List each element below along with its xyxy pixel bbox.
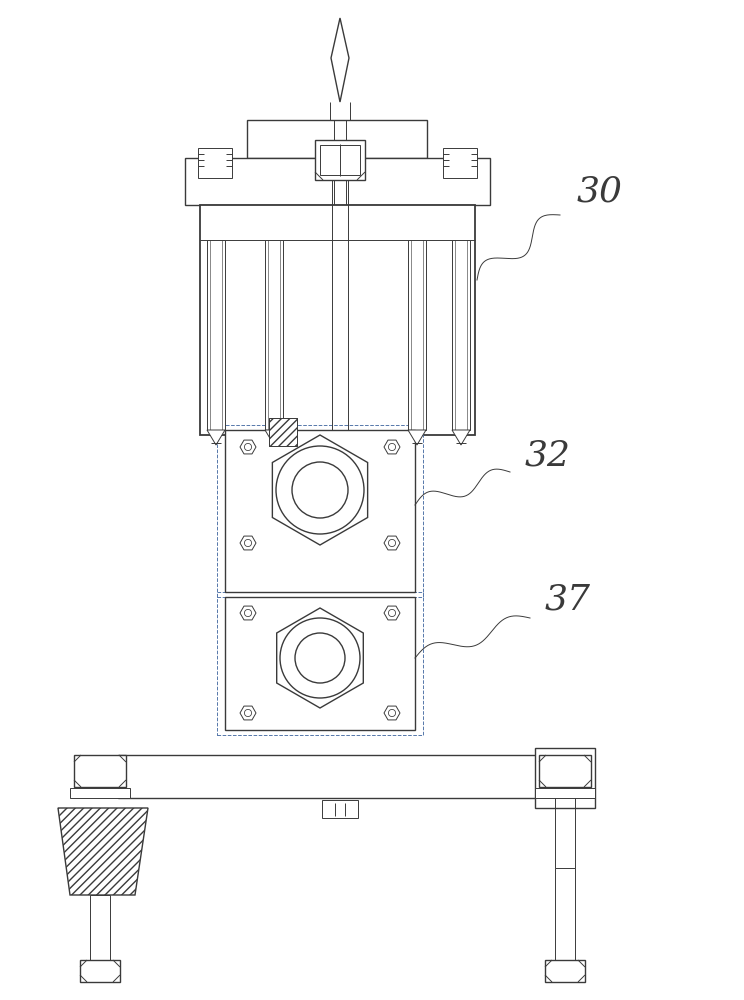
Bar [315, 140, 365, 180]
Circle shape [276, 446, 364, 534]
Bar [74, 755, 126, 787]
Polygon shape [265, 430, 283, 445]
Bar [535, 788, 595, 798]
Polygon shape [240, 706, 256, 720]
Bar [247, 120, 427, 158]
Polygon shape [384, 536, 400, 550]
Text: 32: 32 [525, 438, 571, 472]
Bar [225, 430, 415, 592]
Bar [225, 597, 415, 730]
Polygon shape [240, 536, 256, 550]
Polygon shape [384, 606, 400, 620]
Text: 30: 30 [577, 175, 623, 209]
Polygon shape [331, 18, 349, 102]
Bar [70, 788, 130, 798]
Circle shape [388, 709, 396, 717]
Circle shape [244, 609, 251, 617]
Bar [452, 240, 470, 430]
Polygon shape [240, 606, 256, 620]
Circle shape [388, 443, 396, 451]
Circle shape [388, 539, 396, 547]
Bar [200, 205, 475, 435]
Circle shape [244, 443, 251, 451]
Polygon shape [384, 706, 400, 720]
Bar [207, 240, 225, 430]
Polygon shape [58, 808, 148, 895]
Bar [545, 960, 585, 982]
Bar [90, 895, 110, 980]
Circle shape [280, 618, 360, 698]
Text: 37: 37 [545, 583, 591, 617]
Bar [80, 960, 120, 982]
Bar [217, 592, 423, 735]
Bar [535, 748, 595, 808]
Bar [408, 240, 426, 430]
Polygon shape [207, 430, 225, 445]
Circle shape [244, 709, 251, 717]
Polygon shape [277, 608, 363, 708]
Bar [322, 800, 358, 818]
Polygon shape [408, 430, 426, 445]
Bar [555, 868, 575, 980]
Polygon shape [240, 440, 256, 454]
Bar [320, 145, 360, 175]
Bar [269, 418, 297, 446]
Bar [265, 240, 283, 430]
Bar [217, 425, 423, 597]
Bar [443, 148, 477, 178]
Circle shape [295, 633, 345, 683]
Circle shape [292, 462, 348, 518]
Polygon shape [272, 435, 368, 545]
Polygon shape [452, 430, 470, 445]
Bar [185, 158, 490, 205]
Bar [118, 755, 565, 798]
Bar [539, 755, 591, 787]
Polygon shape [384, 440, 400, 454]
Circle shape [388, 609, 396, 617]
Bar [269, 418, 297, 446]
Bar [198, 148, 232, 178]
Circle shape [244, 539, 251, 547]
